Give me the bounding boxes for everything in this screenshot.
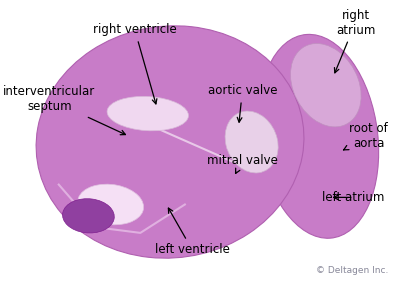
Ellipse shape — [78, 184, 144, 225]
Text: mitral valve: mitral valve — [207, 154, 278, 174]
Ellipse shape — [225, 111, 278, 173]
Text: root of
aorta: root of aorta — [344, 122, 388, 150]
Ellipse shape — [290, 43, 361, 127]
Text: left ventricle: left ventricle — [155, 208, 230, 256]
Ellipse shape — [258, 34, 379, 238]
Ellipse shape — [107, 96, 188, 131]
Text: left atrium: left atrium — [322, 191, 385, 204]
Text: right ventricle: right ventricle — [93, 23, 177, 104]
Text: © Deltagen Inc.: © Deltagen Inc. — [316, 266, 389, 275]
Ellipse shape — [62, 199, 114, 233]
Ellipse shape — [36, 26, 304, 258]
Text: right
atrium: right atrium — [334, 9, 375, 73]
Text: interventricular
septum: interventricular septum — [3, 85, 126, 135]
Text: aortic valve: aortic valve — [208, 84, 277, 122]
